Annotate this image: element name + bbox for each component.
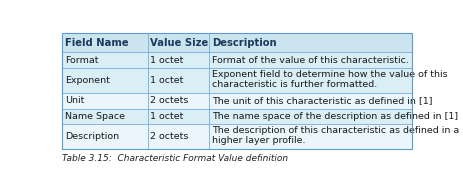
Text: Unit: Unit — [65, 96, 84, 105]
Bar — [148, 124, 209, 149]
Text: 1 octet: 1 octet — [150, 112, 184, 121]
Text: 1 octet: 1 octet — [150, 76, 184, 85]
Text: Value Size: Value Size — [150, 38, 209, 48]
Bar — [148, 68, 209, 93]
Bar — [209, 33, 413, 53]
Bar — [62, 68, 148, 93]
Bar — [148, 33, 209, 53]
Bar — [209, 68, 413, 93]
Text: Exponent: Exponent — [65, 76, 110, 85]
Bar — [148, 109, 209, 124]
Bar — [148, 93, 209, 109]
Text: Name Space: Name Space — [65, 112, 125, 121]
Bar — [148, 53, 209, 68]
Text: Format of the value of this characteristic.: Format of the value of this characterist… — [212, 56, 409, 65]
Text: The description of this characteristic as defined in a
higher layer profile.: The description of this characteristic a… — [212, 126, 459, 146]
Bar — [62, 109, 148, 124]
Text: 1 octet: 1 octet — [150, 56, 184, 65]
Text: Field Name: Field Name — [65, 38, 128, 48]
Bar — [62, 33, 413, 149]
Bar — [62, 93, 148, 109]
Bar — [209, 124, 413, 149]
Bar — [209, 109, 413, 124]
Text: 2 octets: 2 octets — [150, 132, 189, 141]
Bar — [62, 124, 148, 149]
Text: The unit of this characteristic as defined in [1]: The unit of this characteristic as defin… — [212, 96, 432, 105]
Bar — [62, 53, 148, 68]
Bar — [209, 93, 413, 109]
Text: Description: Description — [65, 132, 119, 141]
Text: Exponent field to determine how the value of this
characteristic is further form: Exponent field to determine how the valu… — [212, 70, 447, 89]
Text: 2 octets: 2 octets — [150, 96, 189, 105]
Text: The name space of the description as defined in [1]: The name space of the description as def… — [212, 112, 458, 121]
Text: Table 3.15:  Characteristic Format Value definition: Table 3.15: Characteristic Format Value … — [62, 154, 288, 163]
Text: Format: Format — [65, 56, 98, 65]
Text: Description: Description — [212, 38, 276, 48]
Bar — [209, 53, 413, 68]
Bar — [62, 33, 148, 53]
